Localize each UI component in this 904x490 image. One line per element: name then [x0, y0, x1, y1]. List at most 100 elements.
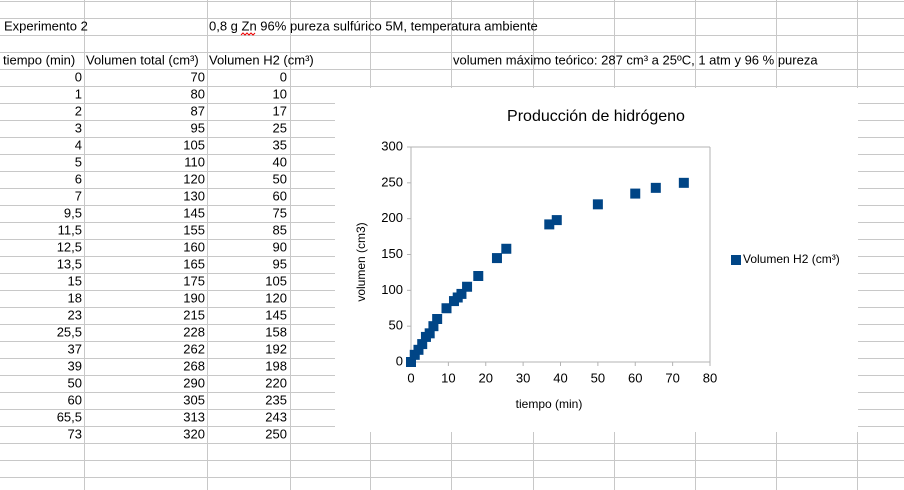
cell: 60 — [273, 188, 287, 203]
point — [551, 215, 562, 226]
cell: 228 — [183, 324, 205, 339]
cell: 11,5 — [58, 222, 82, 237]
cell: 155 — [183, 222, 205, 237]
cell: 80 — [191, 86, 205, 101]
cell: 7 — [75, 188, 82, 203]
cell: 35 — [273, 137, 287, 152]
note: volumen máximo teórico: 287 cm³ a 25ºC, … — [453, 52, 818, 67]
point — [592, 199, 603, 210]
x-tick-label: 10 — [441, 370, 455, 385]
x-tick-label: 50 — [591, 370, 605, 385]
y-tick-label: 100 — [381, 282, 403, 297]
legend-label: Volumen H2 (cm³) — [743, 252, 840, 266]
column-header: Volumen total (cm³) — [86, 52, 199, 67]
cell: 290 — [183, 375, 205, 390]
cell: 3 — [75, 120, 82, 135]
x-tick-label: 20 — [479, 370, 493, 385]
cell: 192 — [265, 341, 287, 356]
point — [491, 253, 502, 264]
x-tick-label: 0 — [407, 370, 414, 385]
cell: 85 — [273, 222, 287, 237]
point — [630, 188, 641, 199]
cell: 305 — [183, 392, 205, 407]
cell: 250 — [265, 426, 287, 441]
point — [462, 281, 473, 292]
y-tick-label: 300 — [381, 138, 403, 153]
legend-marker — [731, 255, 741, 265]
cell: 215 — [183, 307, 205, 322]
cell: 1 — [75, 86, 82, 101]
cell: 73 — [68, 426, 82, 441]
cell: 50 — [273, 171, 287, 186]
point — [432, 314, 443, 324]
cell: 105 — [265, 273, 287, 288]
cell: 25,5 — [57, 324, 82, 339]
cell: 243 — [265, 409, 287, 424]
y-tick-label: 200 — [381, 210, 403, 225]
y-axis-label: volumen (cm3) — [354, 222, 368, 301]
cell: 70 — [191, 69, 205, 84]
sheet-title: Experimento 2 — [4, 18, 88, 33]
x-tick-label: 40 — [553, 370, 567, 385]
cell: 130 — [183, 188, 205, 203]
cell: 75 — [273, 205, 287, 220]
x-axis-label: tiempo (min) — [516, 397, 583, 411]
cell: 12,5 — [57, 239, 82, 254]
y-tick-label: 250 — [381, 174, 403, 189]
cell: 87 — [191, 103, 205, 118]
cell: 95 — [273, 256, 287, 271]
point — [428, 321, 439, 332]
cell: 235 — [265, 392, 287, 407]
cell: 5 — [75, 154, 82, 169]
cell: 268 — [183, 358, 205, 373]
cell: 262 — [183, 341, 205, 356]
cell: 313 — [183, 409, 205, 424]
cell: 37 — [68, 341, 82, 356]
cell: 60 — [68, 392, 82, 407]
cell: 2 — [75, 103, 82, 118]
point — [417, 339, 428, 350]
point — [678, 177, 689, 188]
cell: 320 — [183, 426, 205, 441]
point — [456, 288, 467, 299]
point — [544, 219, 555, 230]
cell: 25 — [273, 120, 287, 135]
x-tick-label: 30 — [516, 370, 530, 385]
cell: 120 — [265, 290, 287, 305]
y-tick-label: 50 — [389, 318, 403, 333]
cell: 9,5 — [64, 205, 82, 220]
cell: 0 — [280, 69, 287, 84]
column-header: tiempo (min) — [3, 52, 75, 67]
cell: 40 — [273, 154, 287, 169]
cell: 175 — [183, 273, 205, 288]
cell: 39 — [68, 358, 82, 373]
point — [406, 357, 416, 367]
cell: 145 — [183, 205, 205, 220]
x-tick-label: 70 — [665, 370, 679, 385]
cell: 165 — [183, 256, 205, 271]
y-tick-label: 0 — [396, 353, 403, 368]
cell: 13,5 — [57, 256, 82, 271]
cell: 145 — [265, 307, 287, 322]
point — [441, 303, 452, 314]
chart-area[interactable] — [335, 88, 858, 432]
description: 0,8 g Zn 96% pureza sulfúrico 5M, temper… — [209, 18, 538, 33]
column-header: Volumen H2 (cm³) — [209, 52, 314, 67]
cell: 90 — [273, 239, 287, 254]
cell: 6 — [75, 171, 82, 186]
cell: 0 — [75, 69, 82, 84]
cell: 23 — [68, 307, 82, 322]
x-tick-label: 80 — [703, 370, 717, 385]
x-tick-label: 60 — [628, 370, 642, 385]
point — [501, 243, 512, 254]
cell: 198 — [265, 358, 287, 373]
cell: 105 — [183, 137, 205, 152]
chart-title: Producción de hidrógeno — [507, 108, 685, 125]
cell: 95 — [191, 120, 205, 135]
cell: 18 — [68, 290, 82, 305]
cell: 10 — [273, 86, 287, 101]
cell: 190 — [183, 290, 205, 305]
cell: 160 — [183, 239, 205, 254]
